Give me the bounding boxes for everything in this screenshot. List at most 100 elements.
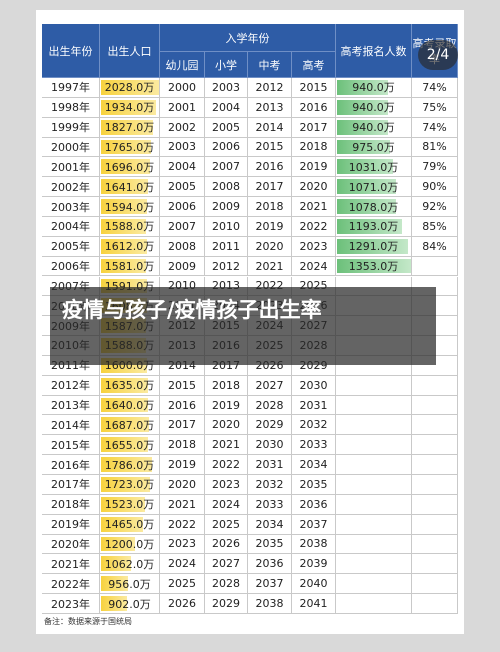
table-cell: 2025 <box>160 574 205 595</box>
cell-text: 2030 <box>255 438 284 452</box>
table-cell: 92% <box>412 197 458 217</box>
table-cell <box>412 415 458 436</box>
cell-text: 74% <box>422 80 447 94</box>
table-cell: 2021 <box>248 256 292 277</box>
cell-text: 2006年 <box>51 260 90 274</box>
table-cell: 2020 <box>248 236 292 257</box>
cell-text: 2004年 <box>51 220 90 234</box>
table-cell <box>412 455 458 475</box>
table-cell: 75% <box>412 97 458 118</box>
table-cell: 2018 <box>205 375 248 396</box>
table-cell: 2022 <box>160 514 205 535</box>
header-cell: 高考 <box>292 52 336 78</box>
table-cell: 1200.0万 <box>100 534 160 555</box>
table-cell <box>412 375 458 396</box>
table-cell: 2026 <box>205 534 248 555</box>
table-cell: 2016 <box>292 97 336 118</box>
cell-text: 2038 <box>299 537 328 551</box>
population-bar <box>101 377 148 393</box>
table-cell: 2029 <box>248 415 292 436</box>
table-cell <box>412 355 458 376</box>
table-cell: 2021 <box>205 435 248 456</box>
cell-text: 2017 <box>168 418 196 432</box>
table-cell <box>412 554 458 575</box>
table-cell: 2019 <box>292 157 336 178</box>
cell-text: 2004 <box>168 160 196 174</box>
population-bar <box>101 556 132 572</box>
cell-text: 2032 <box>255 477 284 491</box>
table-cell <box>336 415 412 436</box>
cell-text: 1200.0万 <box>104 537 155 551</box>
table-cell: 2022 <box>292 216 336 237</box>
cell-text: 2020 <box>299 180 328 194</box>
table-cell: 2018 <box>292 137 336 158</box>
cell-text: 1934.0万 <box>104 101 155 115</box>
cell-text: 1765.0万 <box>104 140 155 154</box>
cell-text: 2021 <box>299 200 328 214</box>
table-cell: 2001 <box>160 97 205 118</box>
cell-text: 2023 <box>299 239 328 253</box>
table-cell: 2034 <box>248 514 292 535</box>
population-bar <box>101 576 129 592</box>
table-cell: 2019 <box>160 455 205 475</box>
table-cell: 2004 <box>205 97 248 118</box>
table-cell: 1827.0万 <box>100 117 160 138</box>
table-cell: 1655.0万 <box>100 435 160 456</box>
population-bar <box>101 536 136 552</box>
table-cell: 2006年 <box>42 256 100 277</box>
cell-text: 2026 <box>168 597 196 611</box>
table-cell: 1765.0万 <box>100 137 160 158</box>
table-cell <box>412 494 458 515</box>
table-cell: 2032 <box>248 475 292 495</box>
cell-text: 2025 <box>212 517 240 531</box>
cell-text: 1786.0万 <box>104 458 155 472</box>
table-cell: 2019年 <box>42 514 100 535</box>
cell-text: 2020 <box>212 418 240 432</box>
header-cell: 出生人口 <box>100 24 160 78</box>
table-cell: 2017 <box>292 117 336 138</box>
table-cell: 2019 <box>248 216 292 237</box>
table-cell <box>412 534 458 555</box>
table-cell: 1635.0万 <box>100 375 160 396</box>
population-bar <box>101 99 157 115</box>
cell-text: 2023 <box>168 537 196 551</box>
table-cell: 2031 <box>292 395 336 416</box>
table-cell: 2028 <box>248 395 292 416</box>
table-cell: 2015 <box>248 137 292 158</box>
table-cell <box>336 554 412 575</box>
cell-text: 2022 <box>299 219 328 233</box>
cell-text: 92% <box>422 200 447 214</box>
cell-text: 2016 <box>255 160 284 174</box>
cell-text: 2021 <box>212 438 240 452</box>
table-cell: 1353.0万 <box>336 256 412 277</box>
table-cell: 2026 <box>160 594 205 614</box>
page-indicator[interactable]: 2/4 <box>418 40 458 70</box>
table-cell: 2020 <box>160 475 205 495</box>
cell-text: 74% <box>422 120 447 134</box>
cell-text: 2035 <box>255 537 284 551</box>
cell-text: 2028.0万 <box>104 81 155 95</box>
table-cell: 2020年 <box>42 534 100 555</box>
population-bar <box>101 596 127 611</box>
cell-text: 1581.0万 <box>104 260 155 274</box>
population-bar <box>101 437 149 453</box>
table-cell: 2004 <box>160 157 205 178</box>
cell-text: 2033 <box>255 497 284 511</box>
table-cell <box>336 594 412 614</box>
cell-text: 2029 <box>212 597 240 611</box>
cell-text: 1291.0万 <box>348 240 399 254</box>
cell-text: 1353.0万 <box>348 260 399 274</box>
cell-text: 2034 <box>299 458 328 472</box>
table-cell: 2022年 <box>42 574 100 595</box>
table-cell: 2006 <box>205 137 248 158</box>
table-cell: 2039 <box>292 554 336 575</box>
table-cell: 2015年 <box>42 435 100 456</box>
cell-text: 1588.0万 <box>104 220 155 234</box>
table-cell: 1641.0万 <box>100 177 160 198</box>
cell-text: 1071.0万 <box>348 180 399 194</box>
table-cell: 2032 <box>292 415 336 436</box>
table-cell: 2002 <box>160 117 205 138</box>
table-cell: 1997年 <box>42 78 100 98</box>
table-cell: 1687.0万 <box>100 415 160 436</box>
cell-text: 1062.0万 <box>104 557 155 571</box>
